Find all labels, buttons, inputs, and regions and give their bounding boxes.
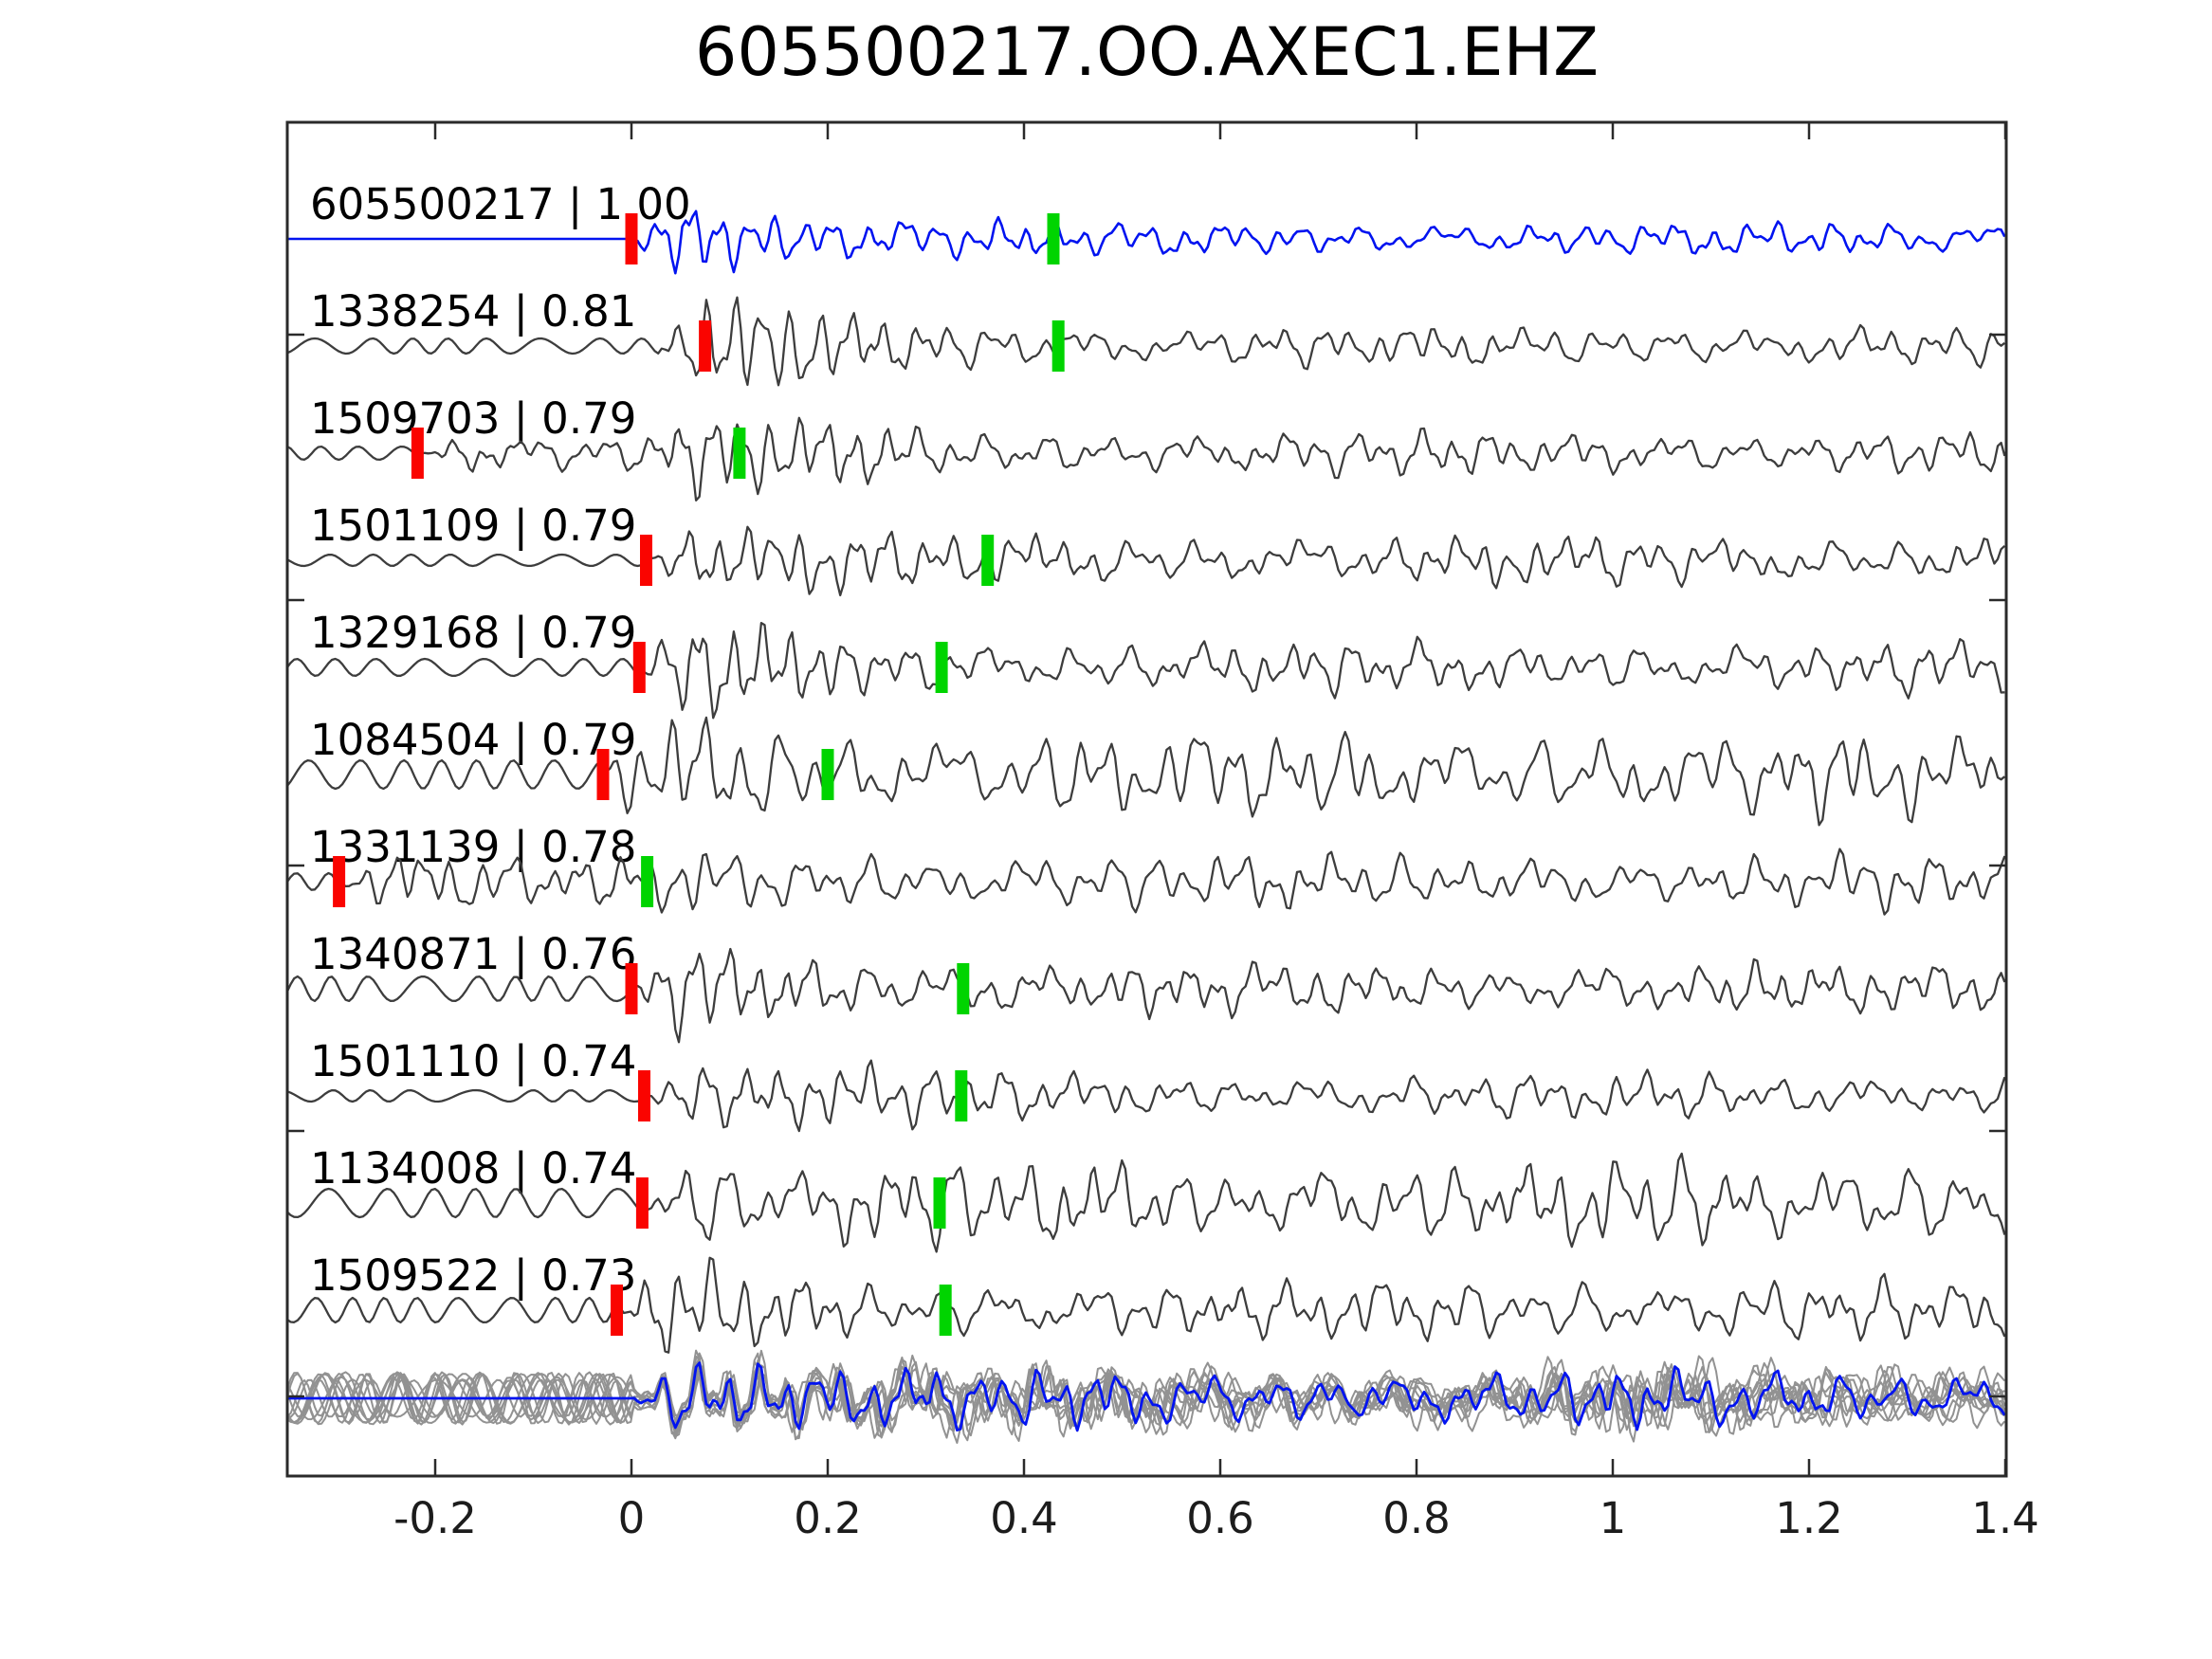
trace-label: 1338254 | 0.81 <box>310 286 637 337</box>
trace-label: 605500217 | 1.00 <box>310 179 691 229</box>
trace-label: 1509522 | 0.73 <box>310 1250 637 1301</box>
x-tick-label: 1 <box>1599 1493 1627 1543</box>
x-tick-label: 0.4 <box>990 1493 1058 1543</box>
x-tick-label: 0.8 <box>1382 1493 1451 1543</box>
x-tick-label: 0 <box>617 1493 646 1543</box>
trace-label: 1134008 | 0.74 <box>310 1143 637 1194</box>
x-tick-label: 0.2 <box>794 1493 862 1543</box>
trace-label: 1509703 | 0.79 <box>310 393 637 444</box>
figure-title: 605500217.OO.AXEC1.EHZ <box>694 13 1600 91</box>
x-tick-label: -0.2 <box>393 1493 477 1543</box>
trace-label: 1084504 | 0.79 <box>310 715 637 765</box>
trace-label: 1340871 | 0.76 <box>310 929 637 979</box>
trace-label: 1329168 | 0.79 <box>310 608 637 658</box>
x-tick-label: 0.6 <box>1186 1493 1254 1543</box>
x-tick-label: 1.4 <box>1971 1493 2039 1543</box>
x-tick-label: 1.2 <box>1775 1493 1843 1543</box>
trace-label: 1501110 | 0.74 <box>310 1036 637 1086</box>
trace-label: 1331139 | 0.78 <box>310 822 637 872</box>
trace-label: 1501109 | 0.79 <box>310 501 637 551</box>
